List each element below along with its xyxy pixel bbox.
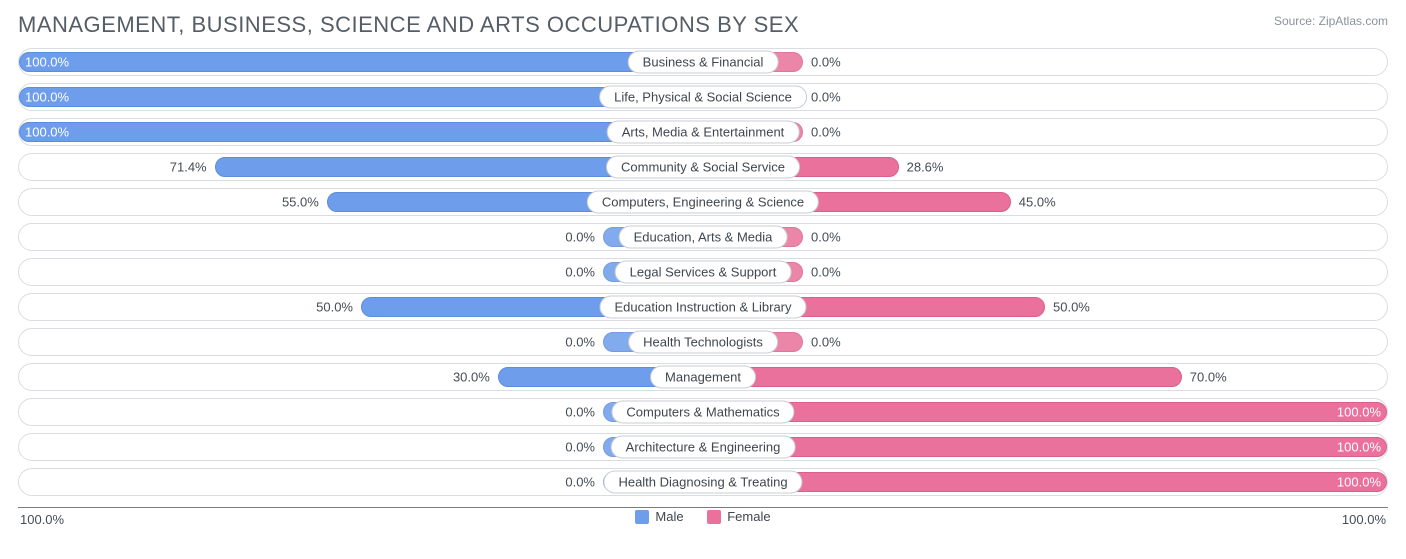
legend-male-label: Male — [655, 509, 683, 524]
chart-row: 50.0% 50.0% Education Instruction & Librar… — [18, 293, 1388, 321]
axis-left: 100.0% — [20, 512, 64, 527]
female-value: 70.0% — [1190, 370, 1227, 385]
female-bar — [703, 402, 1387, 422]
male-bar — [19, 52, 703, 72]
category-label: Arts, Media & Entertainment — [607, 121, 800, 144]
female-value: 0.0% — [811, 55, 841, 70]
chart-row: 100.0% 0.0% Business & Financial — [18, 48, 1388, 76]
category-label: Legal Services & Support — [615, 261, 792, 284]
male-value: 100.0% — [25, 90, 69, 105]
male-value: 0.0% — [565, 475, 595, 490]
male-bar — [19, 122, 703, 142]
chart-title: MANAGEMENT, BUSINESS, SCIENCE AND ARTS O… — [18, 12, 799, 38]
male-value: 0.0% — [565, 440, 595, 455]
female-value: 100.0% — [1337, 475, 1381, 490]
female-value: 0.0% — [811, 125, 841, 140]
chart-row: 55.0% 45.0% Computers, Engineering & Scien… — [18, 188, 1388, 216]
female-value: 0.0% — [811, 90, 841, 105]
category-label: Health Technologists — [628, 331, 778, 354]
female-bar — [703, 437, 1387, 457]
chart-row: 30.0% 70.0% Management — [18, 363, 1388, 391]
male-value: 50.0% — [316, 300, 353, 315]
male-value: 0.0% — [565, 405, 595, 420]
female-value: 45.0% — [1019, 195, 1056, 210]
female-value: 0.0% — [811, 265, 841, 280]
female-value: 50.0% — [1053, 300, 1090, 315]
category-label: Business & Financial — [628, 51, 779, 74]
axis-right: 100.0% — [1342, 512, 1386, 527]
female-value: 0.0% — [811, 335, 841, 350]
chart-row: 100.0% 0.0% Life, Physical & Social Scienc… — [18, 83, 1388, 111]
chart-area: 100.0%0.0%Business & Financial100.0%0.0%… — [18, 48, 1388, 508]
chart-row: 100.0% 0.0% Arts, Media & Entertainment — [18, 118, 1388, 146]
female-bar — [703, 472, 1387, 492]
source-link[interactable]: ZipAtlas.com — [1319, 14, 1388, 28]
male-value: 30.0% — [453, 370, 490, 385]
chart-header: MANAGEMENT, BUSINESS, SCIENCE AND ARTS O… — [18, 12, 1388, 38]
male-value: 0.0% — [565, 335, 595, 350]
legend-female-label: Female — [727, 509, 770, 524]
category-label: Education Instruction & Library — [599, 296, 806, 319]
chart-row: 0.0% 0.0% Education, Arts & Media — [18, 223, 1388, 251]
category-label: Computers & Mathematics — [611, 401, 794, 424]
chart-source: Source: ZipAtlas.com — [1274, 12, 1388, 28]
chart-row: 0.0% 100.0% Health Diagnosing & Treating — [18, 468, 1388, 496]
legend-female: Female — [707, 509, 770, 524]
legend-swatch-female — [707, 510, 721, 524]
chart-row: 71.4% 28.6% Community & Social Service — [18, 153, 1388, 181]
source-label: Source: — [1274, 14, 1315, 28]
chart-row: 0.0% 0.0% Legal Services & Support — [18, 258, 1388, 286]
chart-row: 0.0% 0.0% Health Technologists — [18, 328, 1388, 356]
male-value: 100.0% — [25, 125, 69, 140]
chart-row: 0.0% 100.0% Computers & Mathematics — [18, 398, 1388, 426]
category-label: Education, Arts & Media — [619, 226, 788, 249]
female-value: 100.0% — [1337, 440, 1381, 455]
male-value: 0.0% — [565, 230, 595, 245]
category-label: Community & Social Service — [606, 156, 800, 179]
category-label: Architecture & Engineering — [611, 436, 796, 459]
female-value: 28.6% — [907, 160, 944, 175]
male-value: 55.0% — [282, 195, 319, 210]
category-label: Health Diagnosing & Treating — [603, 471, 802, 494]
category-label: Life, Physical & Social Science — [599, 86, 807, 109]
female-value: 0.0% — [811, 230, 841, 245]
legend-male: Male — [635, 509, 683, 524]
category-label: Computers, Engineering & Science — [587, 191, 819, 214]
male-value: 100.0% — [25, 55, 69, 70]
male-value: 0.0% — [565, 265, 595, 280]
legend: Male Female — [18, 509, 1388, 527]
female-value: 100.0% — [1337, 405, 1381, 420]
legend-swatch-male — [635, 510, 649, 524]
female-bar — [703, 367, 1182, 387]
chart-row: 0.0% 100.0% Architecture & Engineering — [18, 433, 1388, 461]
category-label: Management — [650, 366, 756, 389]
male-value: 71.4% — [170, 160, 207, 175]
